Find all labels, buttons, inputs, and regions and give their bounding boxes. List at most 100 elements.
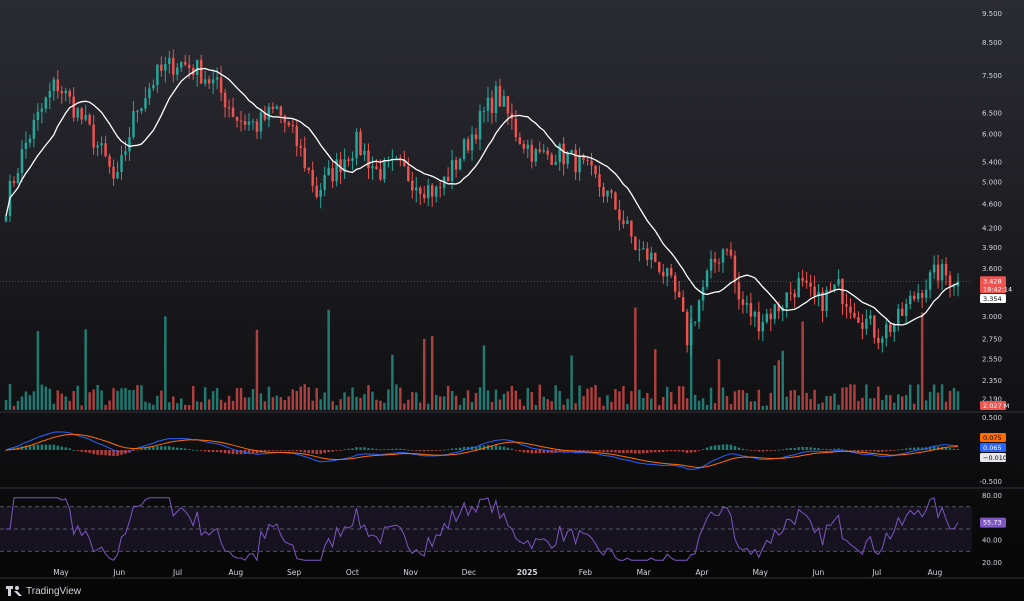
volume-bar	[745, 393, 749, 410]
candle-body	[411, 180, 414, 191]
macd-histogram-bar	[335, 450, 338, 451]
candle-body	[231, 107, 235, 117]
candle-body	[255, 121, 259, 132]
macd-histogram-bar	[665, 450, 669, 452]
volume-bar	[665, 386, 669, 410]
volume-bar	[430, 336, 434, 410]
volume-bar	[474, 392, 478, 410]
candle-body	[450, 160, 454, 182]
volume-bar	[673, 404, 677, 410]
volume-bar	[327, 309, 330, 410]
tradingview-logo[interactable]: TradingView	[6, 584, 81, 598]
macd-histogram-bar	[470, 446, 474, 450]
price-axis-label: 9.500	[982, 10, 1002, 18]
macd-histogram-bar	[594, 450, 597, 452]
volume-bar	[518, 399, 522, 410]
macd-histogram-bar	[223, 450, 227, 454]
candle-body	[375, 166, 378, 170]
volume-bar	[845, 387, 848, 410]
volume-bar	[634, 307, 637, 410]
candle-body	[299, 145, 302, 148]
volume-bar	[359, 397, 362, 410]
volume-bar	[801, 321, 804, 410]
candle-body	[689, 322, 693, 346]
macd-histogram-bar	[881, 450, 884, 452]
volume-bar	[725, 396, 729, 410]
macd-histogram-bar	[956, 449, 960, 450]
macd-histogram-bar	[399, 448, 402, 450]
candle-body	[729, 249, 733, 256]
volume-bar	[426, 403, 430, 410]
macd-histogram-bar	[928, 446, 932, 450]
volume-bar	[737, 389, 741, 410]
time-axis-label: Feb	[579, 568, 593, 577]
macd-histogram-bar	[132, 450, 135, 451]
rsi-axis-label: 20.00	[982, 559, 1002, 567]
volume-bar	[128, 390, 131, 410]
rsi-value-badge-text: 55.73	[983, 519, 1002, 527]
macd-histogram-bar	[944, 447, 948, 450]
candle-body	[259, 112, 263, 132]
volume-bar	[470, 402, 474, 410]
candle-body	[116, 171, 119, 179]
macd-signal-line	[5, 433, 959, 468]
candle-body	[685, 311, 689, 346]
candle-body	[741, 299, 745, 305]
candle-body	[199, 59, 203, 84]
candle-body	[355, 131, 358, 159]
volume-bar	[64, 396, 67, 410]
candle-body	[801, 278, 804, 281]
candle-body	[426, 185, 430, 199]
candle-body	[630, 220, 633, 237]
macd-histogram-bar	[510, 448, 514, 450]
volume-bar	[554, 385, 557, 410]
macd-histogram-bar	[227, 450, 231, 454]
price-axis-label: 3.900	[982, 244, 1002, 252]
macd-histogram-bar	[781, 449, 784, 451]
volume-bar	[140, 385, 143, 410]
macd-histogram-bar	[554, 450, 557, 453]
macd-histogram-bar	[379, 449, 382, 451]
macd-histogram-bar	[462, 446, 466, 450]
macd-histogram-bar	[454, 448, 458, 450]
candle-body	[721, 249, 725, 263]
macd-histogram-bar	[287, 450, 291, 451]
volume-bar	[291, 389, 295, 410]
volume-bar	[279, 397, 283, 410]
candle-body	[618, 209, 621, 221]
volume-bar	[60, 393, 64, 410]
candle-body	[526, 144, 530, 149]
macd-histogram-bar	[136, 449, 139, 451]
volume-bar	[287, 396, 291, 410]
macd-histogram-bar	[231, 450, 235, 455]
volume-bar	[701, 398, 705, 410]
candle-body	[251, 121, 255, 123]
candle-body	[207, 79, 211, 84]
macd-histogram-bar	[48, 444, 52, 450]
macd-histogram-bar	[841, 449, 844, 451]
volume-bar	[506, 391, 510, 410]
macd-histogram-bar	[64, 447, 67, 450]
candle-body	[64, 90, 67, 94]
volume-bar	[442, 396, 446, 410]
volume-bar	[940, 384, 944, 410]
volume-bar	[319, 399, 322, 410]
macd-histogram-bar	[865, 450, 868, 452]
macd-histogram-bar	[191, 449, 195, 451]
volume-bar	[56, 390, 60, 410]
volume-bar	[833, 393, 836, 410]
macd-histogram-bar	[347, 448, 350, 450]
volume-bar	[897, 394, 900, 410]
macd-histogram-bar	[323, 450, 326, 454]
macd-histogram-bar	[693, 450, 697, 453]
candle-body	[363, 150, 366, 155]
macd-histogram-badge: −0.010	[980, 453, 1007, 462]
time-axis-label: Dec	[462, 568, 477, 577]
volume-bar	[610, 401, 613, 410]
volume-bar	[658, 405, 661, 410]
candle-body	[558, 143, 561, 163]
macd-histogram-bar	[729, 444, 733, 450]
volume-bar	[383, 402, 386, 410]
candle-body	[506, 96, 510, 114]
